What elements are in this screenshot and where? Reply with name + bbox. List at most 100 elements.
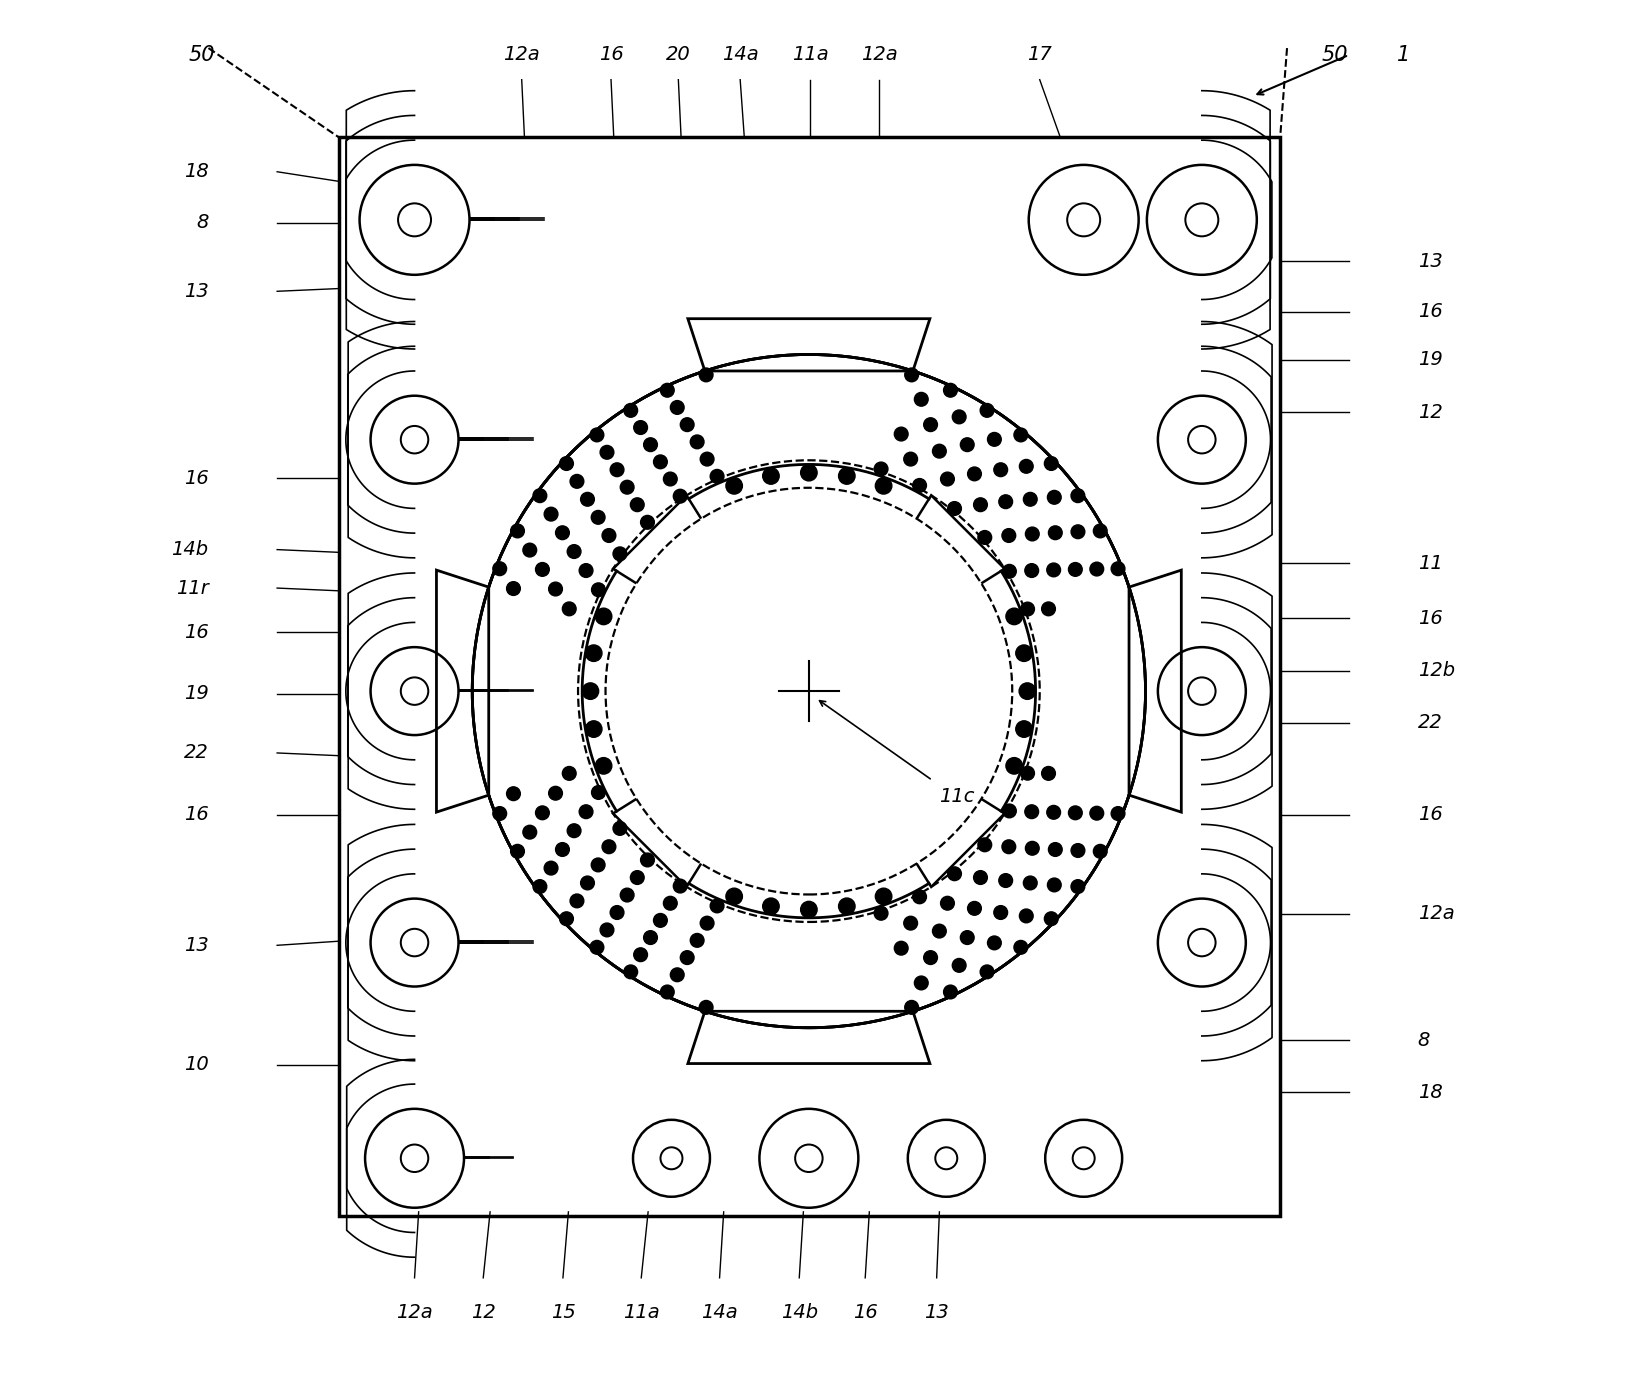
Circle shape	[912, 478, 927, 492]
Text: 19: 19	[184, 684, 208, 703]
Circle shape	[1023, 492, 1037, 506]
Circle shape	[894, 427, 907, 441]
Circle shape	[1067, 203, 1101, 236]
Circle shape	[592, 857, 605, 871]
Circle shape	[592, 583, 605, 596]
Circle shape	[1093, 845, 1107, 859]
Circle shape	[1002, 529, 1016, 543]
Circle shape	[1072, 525, 1085, 539]
Circle shape	[660, 383, 675, 397]
Text: 1: 1	[1397, 45, 1410, 65]
Circle shape	[1029, 165, 1138, 275]
Text: 12a: 12a	[1418, 904, 1454, 923]
Circle shape	[1021, 602, 1034, 616]
Circle shape	[613, 547, 626, 561]
Text: 11c: 11c	[940, 787, 976, 807]
Circle shape	[371, 396, 459, 484]
Text: 16: 16	[184, 469, 208, 488]
Text: 11: 11	[1418, 554, 1442, 573]
Circle shape	[967, 467, 982, 481]
Circle shape	[993, 463, 1008, 477]
Circle shape	[585, 721, 602, 738]
Circle shape	[535, 807, 550, 820]
Circle shape	[904, 452, 917, 466]
Circle shape	[839, 899, 855, 915]
Circle shape	[948, 502, 961, 515]
Circle shape	[571, 894, 584, 908]
Circle shape	[1089, 807, 1104, 820]
Text: 12a: 12a	[504, 45, 540, 65]
Circle shape	[1020, 459, 1033, 473]
Circle shape	[535, 562, 550, 576]
Circle shape	[633, 1120, 711, 1197]
Circle shape	[511, 845, 524, 859]
Circle shape	[932, 444, 946, 458]
Circle shape	[699, 1000, 712, 1014]
Circle shape	[961, 438, 974, 452]
Circle shape	[579, 805, 593, 819]
Text: 18: 18	[184, 162, 208, 181]
Circle shape	[680, 951, 694, 965]
Circle shape	[1158, 396, 1246, 484]
Circle shape	[1158, 647, 1246, 735]
Circle shape	[592, 511, 605, 525]
Circle shape	[948, 867, 961, 881]
Circle shape	[1046, 1120, 1122, 1197]
Circle shape	[610, 463, 624, 477]
Circle shape	[624, 965, 637, 978]
Circle shape	[924, 951, 938, 965]
Bar	[338, 137, 1280, 1216]
Circle shape	[644, 438, 657, 452]
Circle shape	[533, 489, 546, 503]
Text: 13: 13	[184, 936, 208, 955]
Circle shape	[875, 462, 888, 475]
Text: 13: 13	[924, 1303, 950, 1322]
Circle shape	[914, 976, 928, 989]
Circle shape	[1146, 165, 1257, 275]
Circle shape	[1047, 878, 1062, 892]
Circle shape	[795, 1145, 823, 1172]
Circle shape	[567, 544, 580, 558]
Circle shape	[400, 1145, 428, 1172]
Circle shape	[545, 507, 558, 521]
Text: 50: 50	[189, 45, 215, 65]
Circle shape	[1093, 523, 1107, 537]
Circle shape	[1111, 562, 1125, 576]
Circle shape	[974, 497, 987, 511]
Circle shape	[533, 879, 546, 893]
Circle shape	[670, 401, 685, 415]
Circle shape	[1072, 489, 1085, 503]
Circle shape	[914, 393, 928, 407]
Circle shape	[602, 840, 616, 853]
Text: 12: 12	[1418, 403, 1442, 422]
Circle shape	[580, 492, 595, 506]
Circle shape	[580, 877, 595, 890]
Circle shape	[1006, 609, 1023, 625]
Circle shape	[1003, 565, 1016, 578]
Circle shape	[904, 368, 919, 382]
Circle shape	[524, 543, 537, 556]
Circle shape	[1044, 456, 1059, 470]
Circle shape	[912, 890, 927, 904]
Circle shape	[725, 888, 743, 904]
Circle shape	[980, 965, 993, 978]
Text: 17: 17	[1028, 45, 1052, 65]
Circle shape	[1042, 767, 1055, 780]
Circle shape	[641, 853, 654, 867]
Text: 16: 16	[184, 622, 208, 642]
Circle shape	[600, 923, 615, 937]
Circle shape	[663, 896, 676, 910]
Circle shape	[600, 445, 615, 459]
Circle shape	[940, 896, 954, 910]
Circle shape	[359, 165, 470, 275]
Circle shape	[663, 473, 676, 486]
Circle shape	[1015, 429, 1028, 442]
Circle shape	[605, 488, 1013, 894]
Text: 16: 16	[184, 805, 208, 824]
Text: 16: 16	[1418, 609, 1442, 628]
Text: 20: 20	[667, 45, 691, 65]
Text: 8: 8	[197, 213, 208, 232]
Circle shape	[680, 418, 694, 431]
Text: 22: 22	[1418, 713, 1442, 732]
Circle shape	[400, 677, 428, 705]
